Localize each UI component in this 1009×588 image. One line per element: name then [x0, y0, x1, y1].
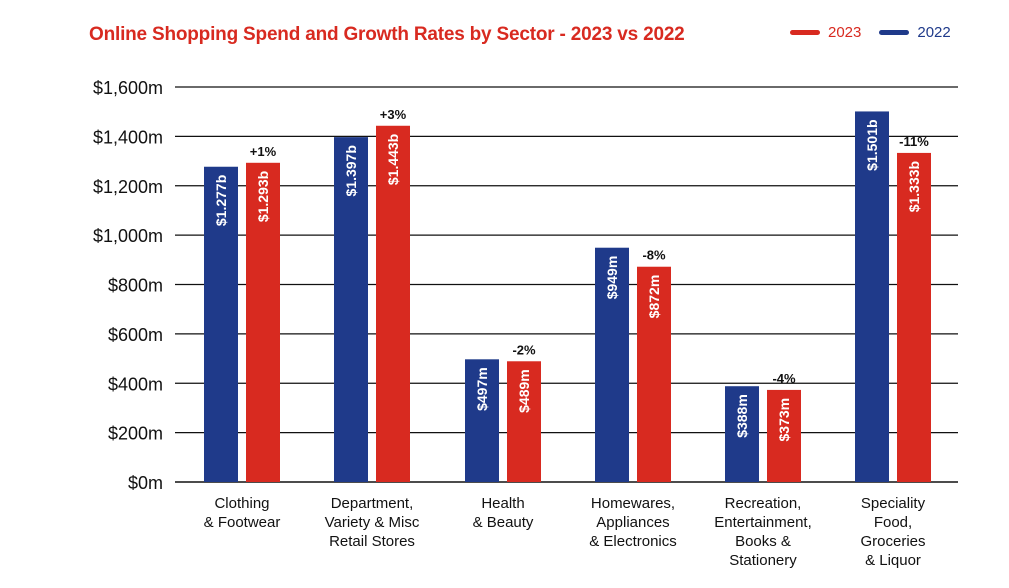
growth-label: +1% [250, 144, 277, 159]
growth-label: -11% [899, 134, 929, 149]
bar-2023 [767, 389, 801, 482]
legend-item-2022: 2022 [879, 24, 951, 41]
bar-value-label: $1.501b [864, 119, 880, 170]
bar-2022 [855, 111, 889, 483]
category-label: Homewares, [591, 495, 675, 512]
category-label: Entertainment, [714, 514, 812, 531]
category-label: Recreation, [725, 495, 802, 512]
legend-swatch-2022 [879, 30, 910, 35]
y-tick-label: $1,400m [93, 127, 163, 147]
category-label: & Liquor [865, 552, 921, 569]
bar-value-label: $1.333b [906, 161, 922, 212]
y-tick-label: $200m [108, 424, 163, 444]
legend: 2023 2022 [790, 24, 951, 41]
category-label: & Footwear [204, 514, 281, 531]
category-label: Speciality [861, 495, 926, 512]
legend-item-2023: 2023 [790, 24, 861, 41]
bar-value-label: $1.277b [213, 175, 229, 226]
category-label: Appliances [596, 514, 669, 531]
y-tick-label: $1,600m [93, 78, 163, 98]
bar-2022 [595, 247, 629, 482]
growth-label: +3% [380, 107, 407, 122]
legend-swatch-2023 [790, 30, 820, 35]
category-label: Food, [874, 514, 912, 531]
category-label: Books & [735, 533, 791, 550]
y-tick-label: $800m [108, 276, 163, 296]
bar-value-label: $497m [474, 367, 490, 411]
category-label: Clothing [214, 495, 269, 512]
legend-label-2022: 2022 [917, 24, 951, 41]
category-label: Variety & Misc [325, 514, 420, 531]
category-label: Retail Stores [329, 533, 415, 550]
bar-value-label: $1.443b [385, 134, 401, 185]
bar-value-label: $373m [776, 398, 792, 442]
bar-2023 [637, 266, 671, 482]
y-tick-label: $1,000m [93, 226, 163, 246]
growth-label: -2% [512, 342, 536, 357]
y-tick-label: $0m [128, 473, 163, 493]
category-label: Department, [331, 495, 414, 512]
bar-2023 [246, 162, 280, 482]
y-tick-label: $400m [108, 374, 163, 394]
bar-2023 [376, 125, 410, 483]
chart-title: Online Shopping Spend and Growth Rates b… [89, 24, 685, 45]
bar-value-label: $489m [516, 369, 532, 413]
legend-label-2023: 2023 [828, 24, 862, 41]
bar-2022 [465, 359, 499, 482]
bar-2023 [897, 152, 931, 482]
y-tick-label: $600m [108, 325, 163, 345]
bar-2022 [334, 137, 368, 482]
growth-label: -8% [642, 248, 666, 263]
category-label: Health [481, 495, 524, 512]
bar-value-label: $872m [646, 275, 662, 319]
bar-value-label: $1.397b [343, 145, 359, 196]
category-label: Stationery [729, 552, 797, 569]
bar-2022 [725, 386, 759, 482]
growth-label: -4% [772, 371, 796, 386]
bar-value-label: $1.293b [255, 171, 271, 222]
bar-2023 [507, 361, 541, 482]
bar-value-label: $949m [604, 256, 620, 300]
category-label: Groceries [860, 533, 925, 550]
category-label: & Electronics [589, 533, 677, 550]
y-tick-label: $1,200m [93, 177, 163, 197]
category-label: & Beauty [473, 514, 534, 531]
bar-value-label: $388m [734, 394, 750, 438]
bar-2022 [204, 166, 238, 482]
